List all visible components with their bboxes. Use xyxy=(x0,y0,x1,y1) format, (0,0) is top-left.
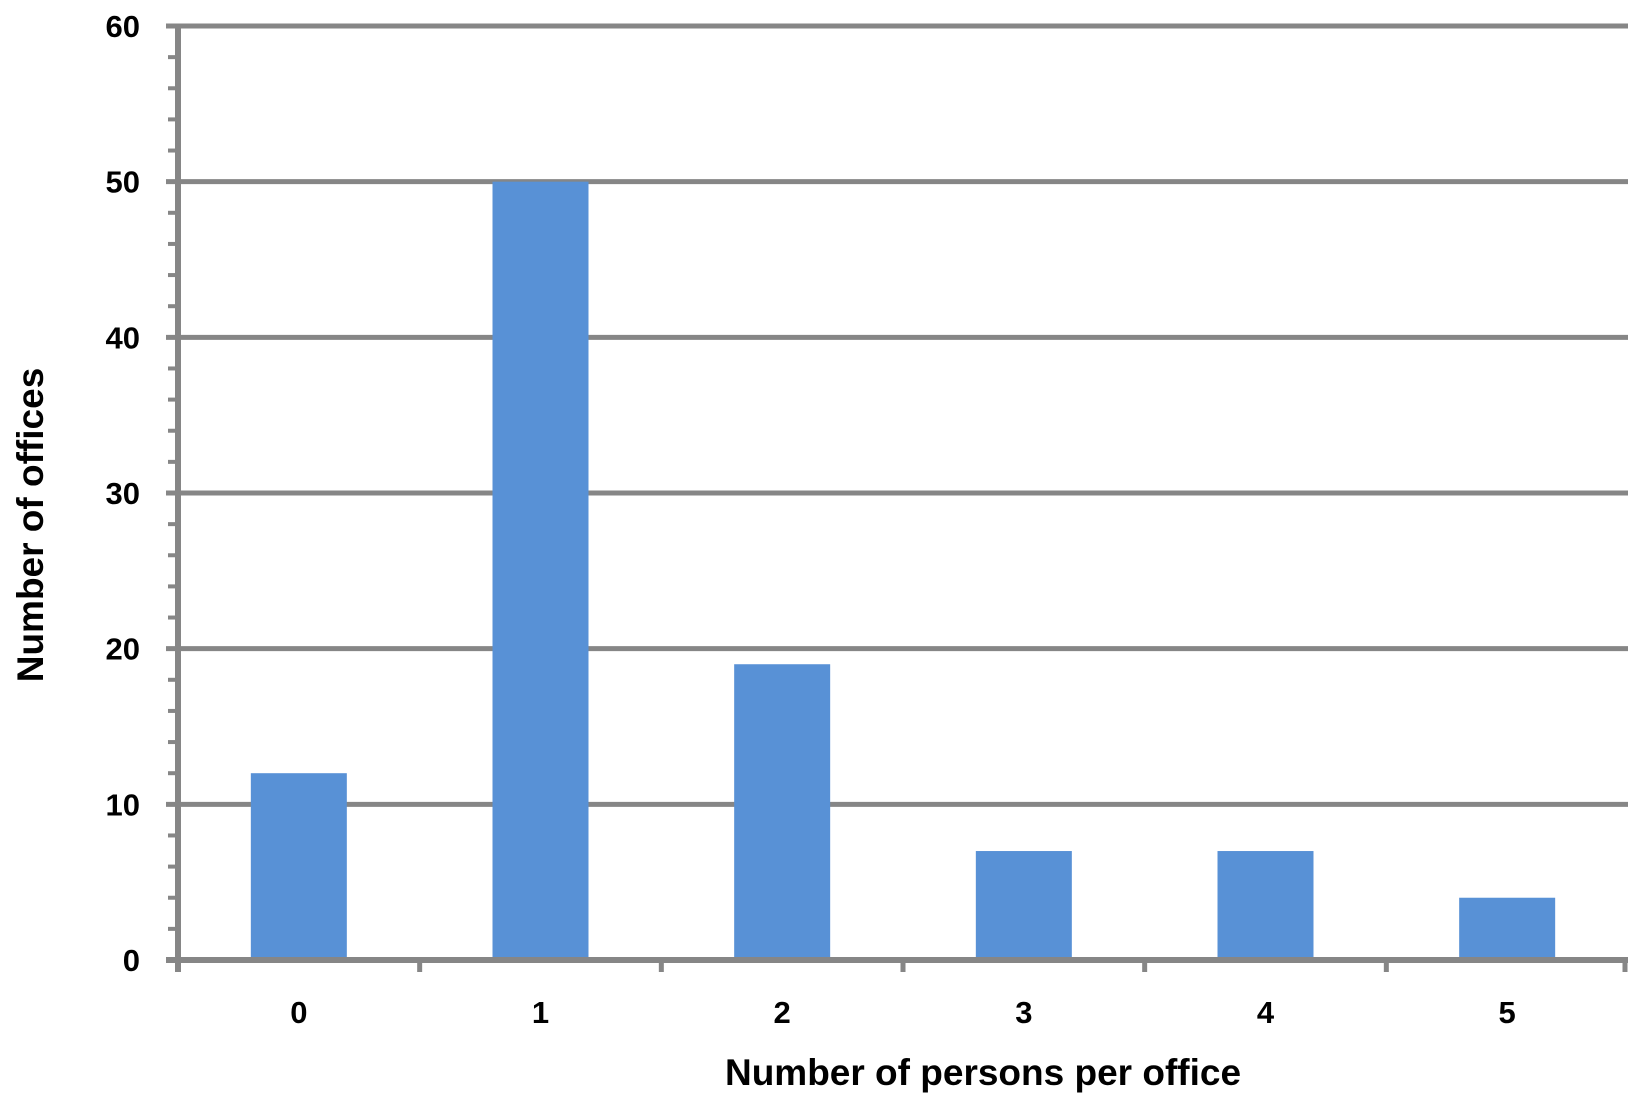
bar-3 xyxy=(975,851,1072,960)
bar-5 xyxy=(1459,897,1556,960)
y-tick-labels: 0 10 20 30 40 50 60 xyxy=(106,9,140,978)
bar-1 xyxy=(492,181,589,960)
gridlines xyxy=(166,23,1628,807)
x-tick-label-5: 5 xyxy=(1499,995,1516,1030)
x-tick-label-1: 1 xyxy=(532,995,549,1030)
x-tick-labels: 0 1 2 3 4 5 xyxy=(290,995,1516,1030)
y-tick-label-30: 30 xyxy=(106,476,140,511)
y-tick-label-10: 10 xyxy=(106,787,140,822)
bar-2 xyxy=(734,664,831,960)
y-tick-label-0: 0 xyxy=(123,943,140,978)
x-axis-title: Number of persons per office xyxy=(725,1052,1241,1093)
y-tick-label-40: 40 xyxy=(106,320,140,355)
bar-0 xyxy=(250,773,347,960)
x-tick-label-4: 4 xyxy=(1257,995,1275,1030)
axes xyxy=(166,26,1628,972)
y-tick-label-20: 20 xyxy=(106,632,140,667)
y-axis-title: Number of offices xyxy=(10,368,51,683)
bars xyxy=(250,181,1556,960)
y-tick-label-50: 50 xyxy=(106,165,140,200)
x-tick-label-0: 0 xyxy=(290,995,307,1030)
y-tick-label-60: 60 xyxy=(106,9,140,44)
x-tick-label-3: 3 xyxy=(1015,995,1032,1030)
x-tick-label-2: 2 xyxy=(774,995,791,1030)
bar-4 xyxy=(1217,851,1314,960)
